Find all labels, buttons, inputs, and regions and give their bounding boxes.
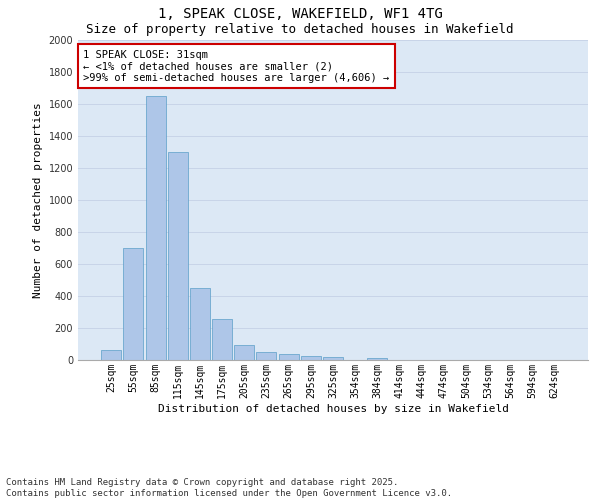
Bar — [212, 319, 232, 360]
Bar — [146, 96, 166, 360]
Text: Contains HM Land Registry data © Crown copyright and database right 2025.
Contai: Contains HM Land Registry data © Crown c… — [6, 478, 452, 498]
Bar — [256, 352, 277, 360]
Text: 1, SPEAK CLOSE, WAKEFIELD, WF1 4TG: 1, SPEAK CLOSE, WAKEFIELD, WF1 4TG — [158, 8, 442, 22]
Bar — [124, 248, 143, 360]
Bar — [323, 357, 343, 360]
Bar — [234, 345, 254, 360]
Bar — [367, 358, 388, 360]
X-axis label: Distribution of detached houses by size in Wakefield: Distribution of detached houses by size … — [157, 404, 509, 413]
Text: Size of property relative to detached houses in Wakefield: Size of property relative to detached ho… — [86, 22, 514, 36]
Bar — [190, 288, 210, 360]
Bar — [278, 354, 299, 360]
Text: 1 SPEAK CLOSE: 31sqm
← <1% of detached houses are smaller (2)
>99% of semi-detac: 1 SPEAK CLOSE: 31sqm ← <1% of detached h… — [83, 50, 389, 83]
Bar — [301, 356, 321, 360]
Bar — [168, 152, 188, 360]
Bar — [101, 350, 121, 360]
Y-axis label: Number of detached properties: Number of detached properties — [33, 102, 43, 298]
